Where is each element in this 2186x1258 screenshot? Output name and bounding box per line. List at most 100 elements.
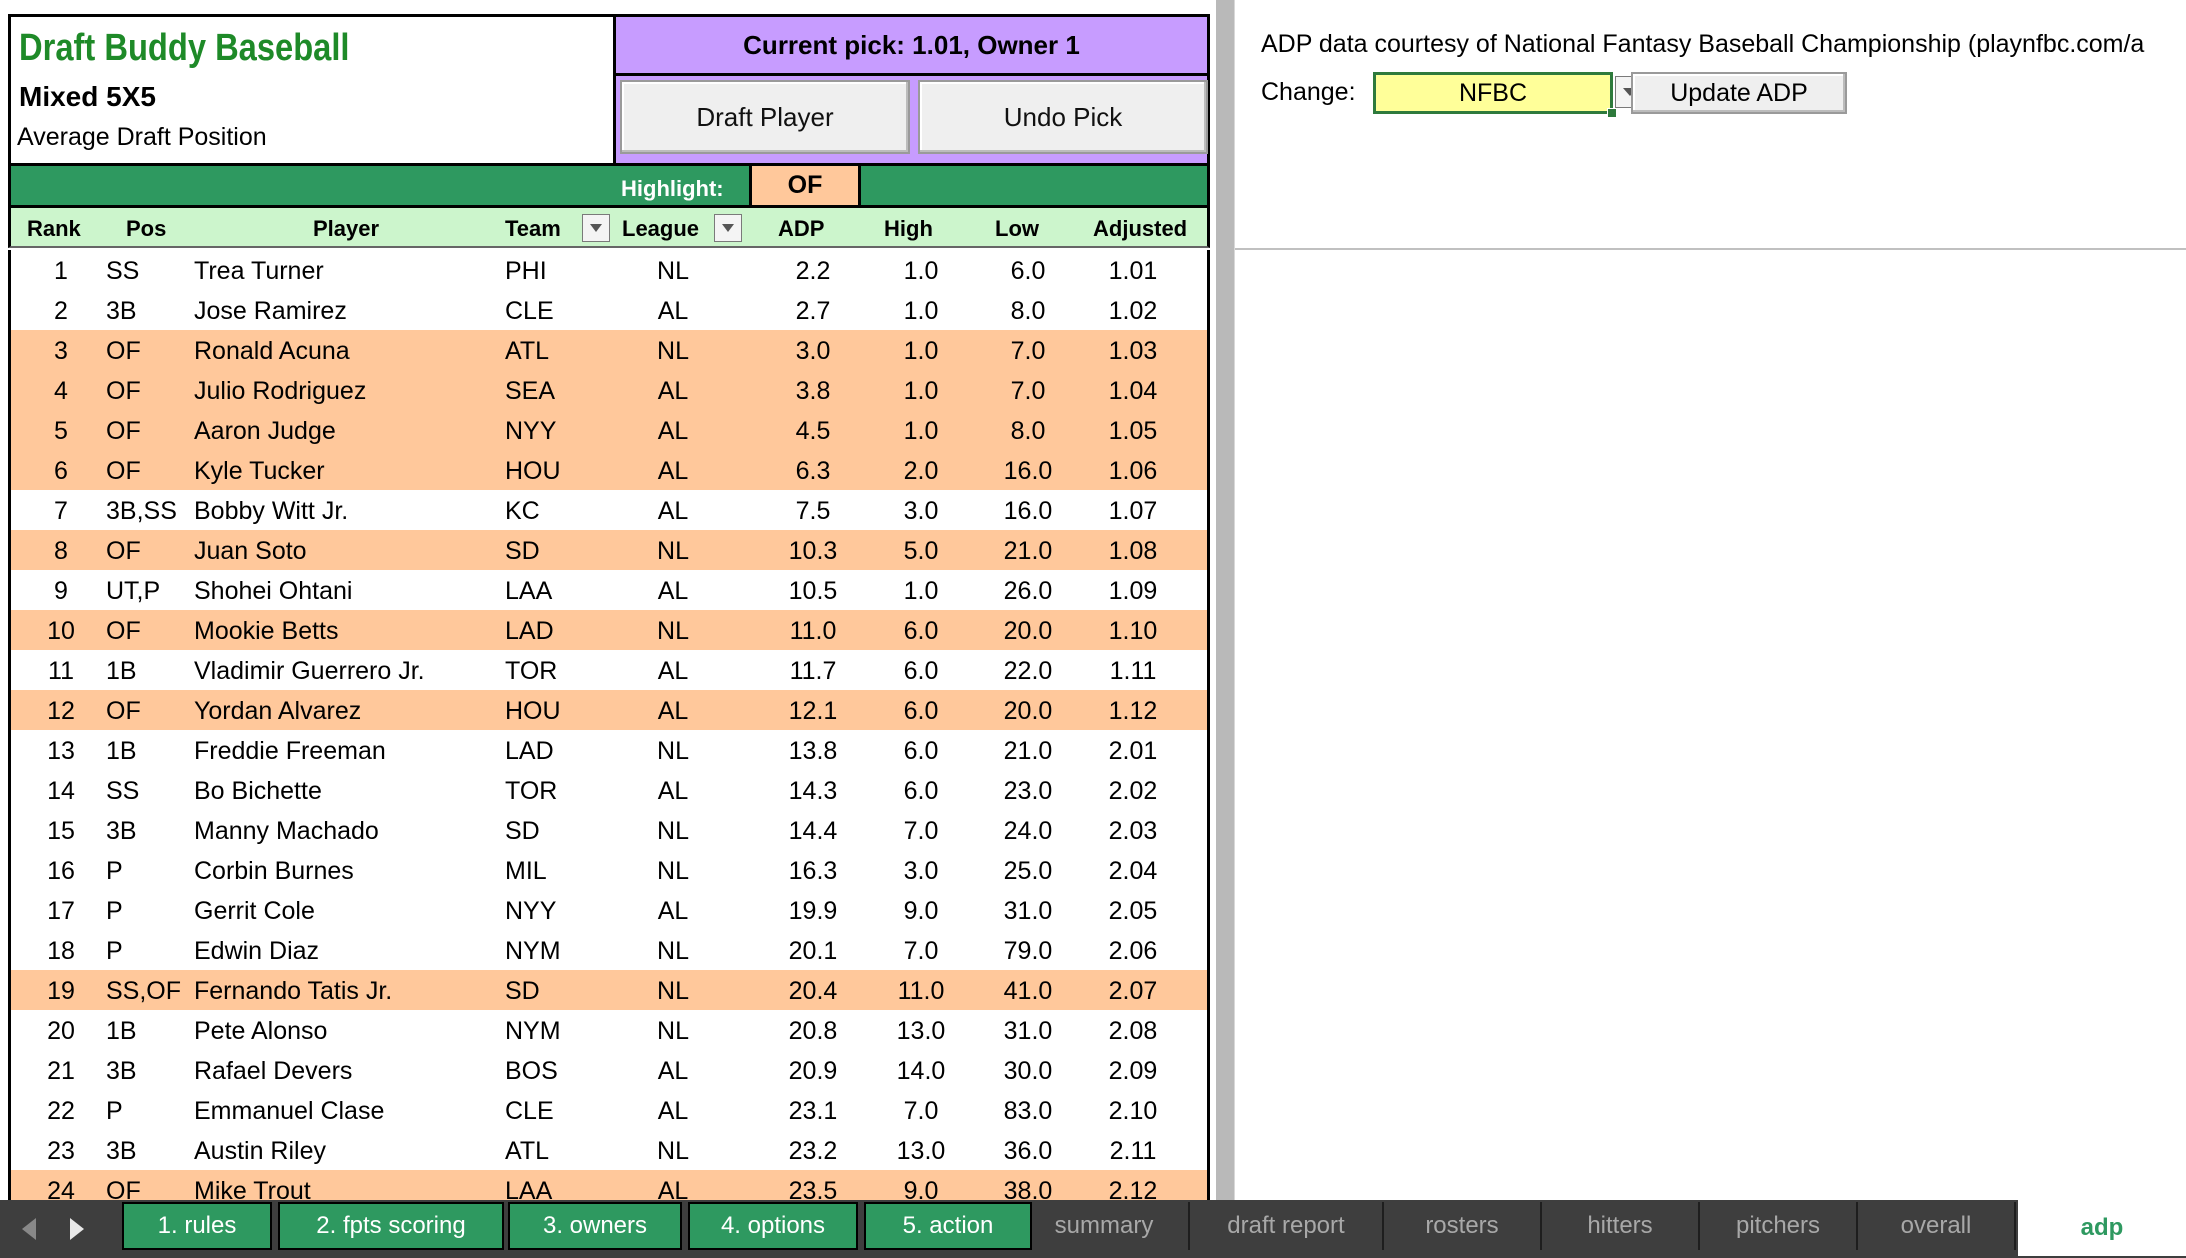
cell-team: LAA <box>505 577 553 605</box>
cell-low: 30.0 <box>1003 1057 1053 1085</box>
table-row[interactable]: 24 OF Mike Trout LAA AL 23.5 9.0 38.0 2.12 <box>11 1170 1207 1200</box>
cell-adjusted: 2.02 <box>1108 777 1158 805</box>
table-row[interactable]: 14 SS Bo Bichette TOR AL 14.3 6.0 23.0 2.02 <box>11 770 1207 810</box>
cell-team: CLE <box>505 297 554 325</box>
arrow-left-icon[interactable] <box>22 1218 36 1240</box>
sheet-tab-hitters[interactable]: hitters <box>1542 1202 1700 1250</box>
cell-team: LAA <box>505 1177 553 1200</box>
cell-high: 6.0 <box>903 697 939 725</box>
table-row[interactable]: 15 3B Manny Machado SD NL 14.4 7.0 24.0 2.03 <box>11 810 1207 850</box>
cell-adjusted: 1.04 <box>1108 377 1158 405</box>
table-row[interactable]: 21 3B Rafael Devers BOS AL 20.9 14.0 30.0 2.09 <box>11 1050 1207 1090</box>
cell-pos: 1B <box>106 737 137 765</box>
cell-rank: 12 <box>47 697 75 725</box>
sheet-tab-overall[interactable]: overall <box>1858 1202 2016 1250</box>
sheet-tab-1-rules[interactable]: 1. rules <box>122 1202 272 1250</box>
cell-player: Juan Soto <box>194 537 307 565</box>
pane-divider[interactable] <box>1216 0 1234 1200</box>
sheet-tab-adp[interactable]: adp <box>2018 1200 2186 1256</box>
table-row[interactable]: 4 OF Julio Rodriguez SEA AL 3.8 1.0 7.0 1.04 <box>11 370 1207 410</box>
sheet-tab-3-owners[interactable]: 3. owners <box>508 1202 682 1250</box>
table-row[interactable]: 8 OF Juan Soto SD NL 10.3 5.0 21.0 1.08 <box>11 530 1207 570</box>
table-row[interactable]: 13 1B Freddie Freeman LAD NL 13.8 6.0 21.0 2.01 <box>11 730 1207 770</box>
table-row[interactable]: 7 3B,SS Bobby Witt Jr. KC AL 7.5 3.0 16.0 1.07 <box>11 490 1207 530</box>
cell-player: Trea Turner <box>194 257 324 285</box>
cell-league: AL <box>657 1097 689 1125</box>
sheet-tab-4-options[interactable]: 4. options <box>688 1202 858 1250</box>
table-row[interactable]: 17 P Gerrit Cole NYY AL 19.9 9.0 31.0 2.05 <box>11 890 1207 930</box>
highlight-position-cell[interactable]: OF <box>749 166 861 205</box>
cell-low: 31.0 <box>1003 897 1053 925</box>
arrow-right-icon[interactable] <box>70 1218 84 1240</box>
table-row[interactable]: 20 1B Pete Alonso NYM NL 20.8 13.0 31.0 2.08 <box>11 1010 1207 1050</box>
cell-pos: SS <box>106 257 140 285</box>
table-row[interactable]: 3 OF Ronald Acuna ATL NL 3.0 1.0 7.0 1.03 <box>11 330 1207 370</box>
cell-adp: 10.3 <box>788 537 838 565</box>
cell-team: NYY <box>505 897 557 925</box>
cell-pos: OF <box>106 337 141 365</box>
cell-adp: 14.4 <box>788 817 838 845</box>
sheet-tab-2-fpts-scoring[interactable]: 2. fpts scoring <box>278 1202 504 1250</box>
table-row[interactable]: 11 1B Vladimir Guerrero Jr. TOR AL 11.7 6.0 22.… <box>11 650 1207 690</box>
draft-player-button[interactable]: Draft Player <box>620 80 910 154</box>
sheet-tab-rosters[interactable]: rosters <box>1384 1202 1542 1250</box>
sheet-tab-summary[interactable]: summary <box>1020 1202 1190 1250</box>
update-adp-button[interactable]: Update ADP <box>1631 72 1847 114</box>
table-row[interactable]: 10 OF Mookie Betts LAD NL 11.0 6.0 20.0 1.10 <box>11 610 1207 650</box>
sheet-tab-5-action[interactable]: 5. action <box>864 1202 1032 1250</box>
cell-rank: 18 <box>47 937 75 965</box>
cell-high: 1.0 <box>903 337 939 365</box>
cell-low: 23.0 <box>1003 777 1053 805</box>
cell-rank: 15 <box>47 817 75 845</box>
cell-high: 3.0 <box>903 497 939 525</box>
undo-pick-button[interactable]: Undo Pick <box>918 80 1208 154</box>
change-label: Change: <box>1261 78 1356 106</box>
table-row[interactable]: 5 OF Aaron Judge NYY AL 4.5 1.0 8.0 1.05 <box>11 410 1207 450</box>
cell-adjusted: 1.08 <box>1108 537 1158 565</box>
cell-rank: 19 <box>47 977 75 1005</box>
cell-high: 13.0 <box>896 1017 946 1045</box>
cell-fill-handle[interactable] <box>1607 108 1617 118</box>
cell-league: NL <box>657 1017 689 1045</box>
table-row[interactable]: 23 3B Austin Riley ATL NL 23.2 13.0 36.0 2.11 <box>11 1130 1207 1170</box>
app-title: Draft Buddy Baseball <box>19 27 350 69</box>
highlight-bar: Highlight: OF <box>8 166 1210 208</box>
cell-team: HOU <box>505 457 561 485</box>
cell-team: SD <box>505 537 540 565</box>
cell-low: 20.0 <box>1003 617 1053 645</box>
cell-adp: 20.4 <box>788 977 838 1005</box>
table-row[interactable]: 9 UT,P Shohei Ohtani LAA AL 10.5 1.0 26.0 1.09 <box>11 570 1207 610</box>
sheet-tab-draft-report[interactable]: draft report <box>1190 1202 1384 1250</box>
table-row[interactable]: 18 P Edwin Diaz NYM NL 20.1 7.0 79.0 2.06 <box>11 930 1207 970</box>
table-row[interactable]: 1 SS Trea Turner PHI NL 2.2 1.0 6.0 1.01 <box>11 250 1207 290</box>
cell-adjusted: 2.08 <box>1108 1017 1158 1045</box>
table-row[interactable]: 22 P Emmanuel Clase CLE AL 23.1 7.0 83.0 2.10 <box>11 1090 1207 1130</box>
cell-low: 79.0 <box>1003 937 1053 965</box>
adp-source-select[interactable]: NFBC <box>1373 72 1613 114</box>
team-filter-button[interactable] <box>582 214 610 242</box>
cell-adp: 3.0 <box>795 337 831 365</box>
cell-pos: OF <box>106 1177 141 1200</box>
table-row[interactable]: 19 SS,OF Fernando Tatis Jr. SD NL 20.4 11.0 41.… <box>11 970 1207 1010</box>
highlight-label: Highlight: <box>621 176 724 201</box>
cell-player: Austin Riley <box>194 1137 326 1165</box>
cell-low: 36.0 <box>1003 1137 1053 1165</box>
cell-adjusted: 2.09 <box>1108 1057 1158 1085</box>
cell-team: SD <box>505 817 540 845</box>
table-row[interactable]: 2 3B Jose Ramirez CLE AL 2.7 1.0 8.0 1.02 <box>11 290 1207 330</box>
cell-high: 7.0 <box>903 1097 939 1125</box>
sheet-tab-pitchers[interactable]: pitchers <box>1700 1202 1858 1250</box>
league-filter-button[interactable] <box>714 214 742 242</box>
table-row[interactable]: 12 OF Yordan Alvarez HOU AL 12.1 6.0 20.0 1.12 <box>11 690 1207 730</box>
cell-team: KC <box>505 497 540 525</box>
table-row[interactable]: 6 OF Kyle Tucker HOU AL 6.3 2.0 16.0 1.06 <box>11 450 1207 490</box>
cell-adp: 12.1 <box>788 697 838 725</box>
cell-league: NL <box>657 977 689 1005</box>
table-row[interactable]: 16 P Corbin Burnes MIL NL 16.3 3.0 25.0 2.04 <box>11 850 1207 890</box>
current-pick-banner: Current pick: 1.01, Owner 1 <box>613 14 1210 76</box>
cell-player: Yordan Alvarez <box>194 697 362 725</box>
sheet-tab-bar: 1. rules 2. fpts scoring 3. owners 4. optio… <box>0 1200 2186 1258</box>
cell-rank: 1 <box>54 257 68 285</box>
cell-league: NL <box>657 337 689 365</box>
cell-player: Julio Rodriguez <box>194 377 367 405</box>
